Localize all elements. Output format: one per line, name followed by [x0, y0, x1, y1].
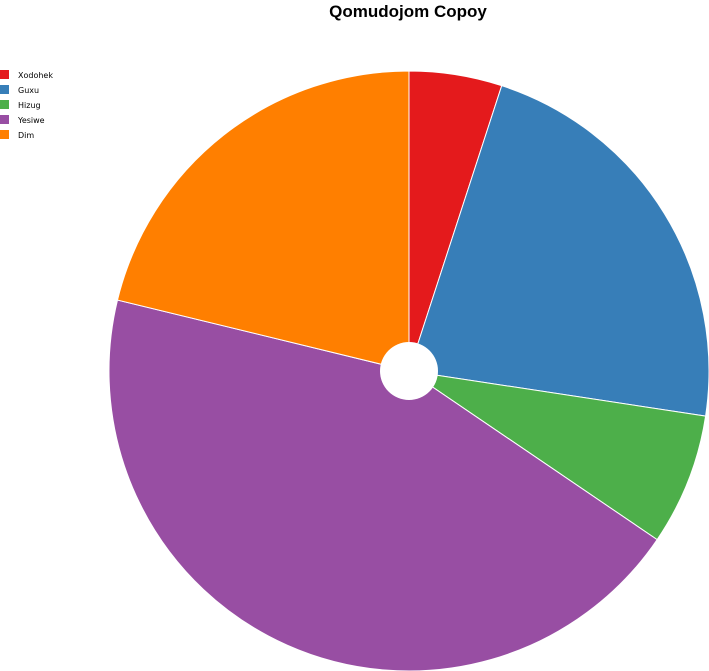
legend-swatch-guxu [0, 85, 9, 94]
legend-label-yesiwe: Yesiwe [17, 116, 45, 125]
pie-center-hole [380, 342, 438, 400]
legend-label-hizug: Hizug [18, 101, 41, 110]
chart-title: Qomudojom Copoy [329, 2, 487, 21]
legend-swatch-xodohek [0, 70, 9, 79]
pie-slice-yesiwe [108, 299, 658, 671]
legend-label-guxu: Guxu [18, 86, 39, 95]
legend-swatch-dim [0, 130, 9, 139]
pie-slice-dim [116, 70, 410, 372]
legend-label-dim: Dim [18, 131, 34, 140]
legend-swatch-yesiwe [0, 115, 9, 124]
legend: Xodohek Guxu Hizug Yesiwe Dim [0, 70, 53, 140]
legend-label-xodohek: Xodohek [18, 71, 53, 80]
legend-swatch-hizug [0, 100, 9, 109]
pie-slices [108, 70, 709, 671]
pie-slice-hizug [408, 370, 707, 541]
